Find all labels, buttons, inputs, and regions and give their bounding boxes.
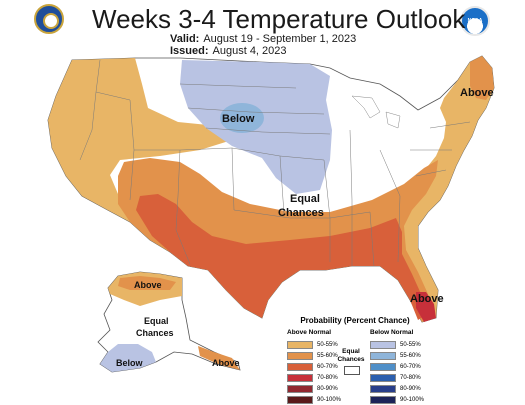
legend-below-row-1: 50-55%	[370, 340, 421, 349]
legend-above-row-1: 50-55%	[287, 340, 338, 349]
alaska-above-south	[198, 346, 240, 370]
above-70-80-florida	[416, 292, 436, 322]
legend-below-row-2: 55-60%	[370, 351, 421, 360]
label-alaska-equal-1: Equal	[144, 316, 169, 326]
legend-below-label: 55-60%	[400, 352, 421, 359]
legend-above-swatch	[287, 351, 313, 360]
label-equal-chances-2: Chances	[278, 207, 324, 219]
great-lakes	[351, 95, 401, 129]
label-below-plains: Below	[222, 113, 255, 125]
label-alaska-above-north: Above	[134, 280, 162, 290]
legend-above-swatch	[287, 395, 313, 404]
legend-above-label: 55-60%	[317, 352, 338, 359]
legend-below-label: 60-70%	[400, 363, 421, 370]
legend-below-row-5: 80-90%	[370, 384, 421, 393]
legend-equal-chances-swatch	[344, 366, 360, 375]
legend-above-row-2: 55-60%	[287, 351, 338, 360]
legend-above-row-3: 60-70%	[287, 362, 338, 371]
legend-below-swatch	[370, 373, 396, 382]
above-55-60-region	[118, 158, 438, 322]
map-title: Weeks 3-4 Temperature Outlook	[92, 4, 466, 34]
legend-above-label: 90-100%	[317, 396, 342, 403]
legend-above-swatch	[287, 384, 313, 393]
alaska-above-north-core	[118, 276, 176, 290]
legend-below-swatch	[370, 395, 396, 404]
legend-above-swatch	[287, 340, 313, 349]
label-equal-chances-1: Equal	[290, 193, 320, 205]
above-55-60-northeast	[470, 56, 494, 100]
noaa-logo: NOAA	[460, 6, 490, 36]
legend-below-label: 50-55%	[400, 341, 421, 348]
label-alaska-equal-2: Chances	[136, 328, 174, 338]
legend-equal-chances: Equal Chances	[337, 348, 365, 363]
legend-below-swatch	[370, 351, 396, 360]
legend-above-row-6: 90-100%	[287, 395, 341, 404]
legend-above-label: 80-90%	[317, 385, 338, 392]
legend-below-label: 70-80%	[400, 374, 421, 381]
legend-title: Probability (Percent Chance)	[300, 316, 410, 325]
legend-below-swatch	[370, 384, 396, 393]
legend-above-header: Above Normal	[287, 329, 332, 336]
legend-below-row-4: 70-80%	[370, 373, 421, 382]
legend-below-label: 90-100%	[400, 396, 425, 403]
legend-below-row-6: 90-100%	[370, 395, 424, 404]
issued-date: Issued: August 4, 2023	[170, 45, 287, 57]
legend-above-label: 60-70%	[317, 363, 338, 370]
legend-below-swatch	[370, 362, 396, 371]
below-55-60-core	[220, 103, 264, 133]
label-alaska-above-south: Above	[212, 358, 240, 368]
alaska-below	[100, 344, 156, 372]
valid-dates: Valid: August 19 - September 1, 2023	[170, 33, 357, 45]
label-alaska-below: Below	[116, 358, 144, 368]
commerce-department-logo	[34, 4, 64, 34]
above-60-70-region	[136, 194, 424, 320]
state-boundaries	[79, 59, 471, 267]
legend-above-swatch	[287, 362, 313, 371]
legend-below-header: Below Normal	[370, 329, 414, 336]
legend-below-row-3: 60-70%	[370, 362, 421, 371]
legend-above-label: 70-80%	[317, 374, 338, 381]
legend-below-label: 80-90%	[400, 385, 421, 392]
legend-above-label: 50-55%	[317, 341, 338, 348]
label-above-florida: Above	[410, 293, 444, 305]
legend-above-row-5: 80-90%	[287, 384, 338, 393]
legend-below-swatch	[370, 340, 396, 349]
legend-above-row-4: 70-80%	[287, 373, 338, 382]
legend-above-swatch	[287, 373, 313, 382]
label-above-northeast: Above	[460, 87, 494, 99]
